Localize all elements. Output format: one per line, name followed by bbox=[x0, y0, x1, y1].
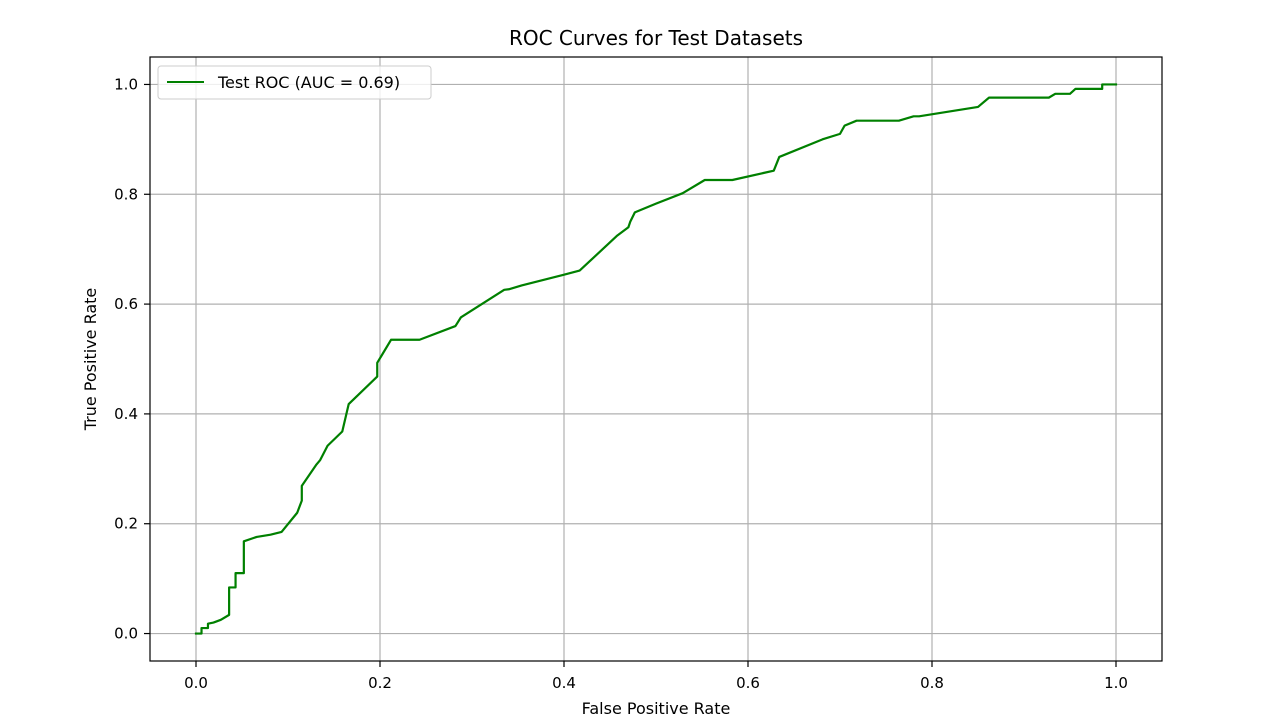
y-tick-label: 0.0 bbox=[114, 625, 138, 643]
x-tick-label: 0.6 bbox=[736, 674, 760, 692]
legend-label: Test ROC (AUC = 0.69) bbox=[217, 73, 400, 92]
legend-box bbox=[157, 65, 432, 100]
x-tick-label: 0.4 bbox=[552, 674, 576, 692]
y-tick-label: 0.6 bbox=[114, 295, 138, 313]
y-tick-label: 0.4 bbox=[114, 405, 138, 423]
y-tick-label: 0.8 bbox=[114, 185, 138, 203]
x-tick-label: 0.0 bbox=[184, 674, 208, 692]
x-tick-label: 1.0 bbox=[1104, 674, 1128, 692]
x-tick-label: 0.8 bbox=[920, 674, 944, 692]
x-tick-label: 0.2 bbox=[368, 674, 392, 692]
ticks: 0.0 0.2 0.4 0.6 0.8 1.0 0.0 0.2 0.4 0.6 0.8 1.0 bbox=[114, 75, 1128, 692]
y-tick-label: 0.2 bbox=[114, 515, 138, 533]
chart-title: ROC Curves for Test Datasets bbox=[509, 26, 803, 50]
roc-curve-line bbox=[194, 83, 1118, 635]
legend: Test ROC (AUC = 0.69) bbox=[157, 65, 432, 100]
y-tick-label: 1.0 bbox=[114, 75, 138, 93]
plot-area bbox=[194, 83, 1118, 635]
y-axis-label: True Positive Rate bbox=[81, 288, 100, 432]
x-axis-label: False Positive Rate bbox=[582, 699, 731, 718]
axes-frame bbox=[149, 56, 1163, 662]
